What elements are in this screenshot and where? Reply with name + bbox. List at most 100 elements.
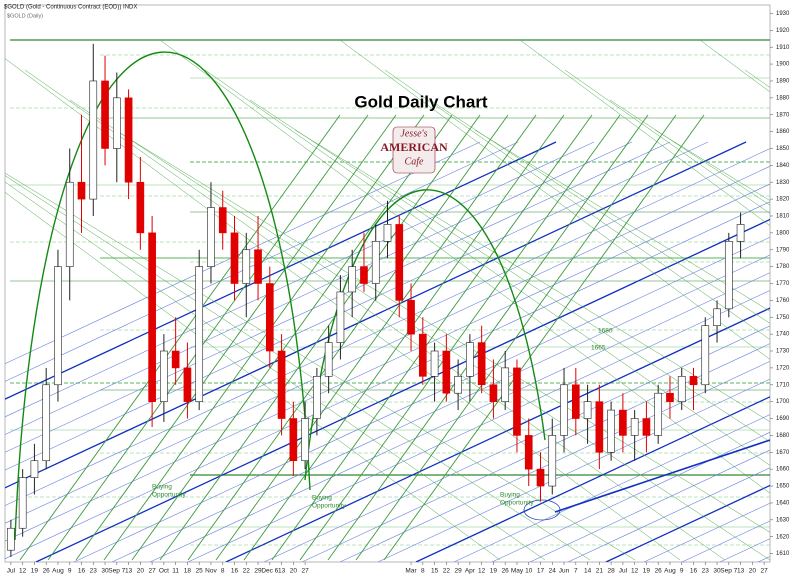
fan-line	[215, 114, 537, 561]
x-tick-label: 8	[221, 568, 225, 575]
base-line	[554, 439, 770, 513]
trend-line	[567, 467, 770, 562]
x-tick-label: 20	[290, 568, 298, 575]
y-tick-label: 1620	[776, 534, 790, 540]
x-tick-label: Jul	[619, 568, 628, 575]
logo-text: Cafe	[405, 156, 424, 167]
y-tick-label: 1640	[776, 501, 790, 507]
y-tick-label: 1850	[776, 146, 790, 152]
candle-body	[677, 376, 686, 402]
candle-body	[395, 224, 404, 301]
candle-body	[65, 181, 74, 267]
candle-body	[42, 384, 51, 462]
fan-line	[271, 114, 593, 561]
candle-body	[160, 350, 168, 402]
candle-body	[360, 266, 368, 284]
candle-body	[595, 401, 604, 453]
candle-body	[30, 460, 39, 478]
x-tick-label: 16	[78, 568, 86, 575]
y-tick-label: 1660	[776, 467, 790, 473]
fan-line	[294, 129, 770, 423]
trend-line	[529, 449, 770, 562]
y-tick-label: 1680	[776, 433, 790, 439]
x-tick-label: 16	[690, 568, 698, 575]
x-tick-label: Oct	[159, 568, 169, 575]
fan-line	[5, 181, 546, 561]
trend-line	[187, 290, 770, 562]
x-tick-label: 7	[574, 568, 578, 575]
fan-line	[5, 172, 636, 561]
x-tick-label: Jul	[7, 568, 16, 575]
subheader: $GOLD (Daily)	[7, 13, 43, 19]
x-tick-label: 25	[196, 568, 204, 575]
x-tick-label: 19	[31, 568, 39, 575]
trend-line	[339, 361, 770, 562]
fan-line	[384, 69, 770, 340]
trend-line	[35, 218, 770, 562]
x-tick-label: 26	[655, 568, 663, 575]
candle-body	[195, 266, 204, 402]
candle-body	[101, 80, 109, 149]
candle-body	[713, 308, 721, 326]
fan-line	[5, 175, 591, 561]
y-tick-label: 1720	[776, 365, 790, 371]
x-tick-label: May	[511, 568, 524, 575]
y-tick-label: 1740	[776, 332, 790, 338]
trend-line	[225, 307, 770, 562]
candle-body	[289, 418, 298, 462]
y-tick-label: 1920	[776, 28, 790, 34]
candle-body	[524, 435, 533, 470]
y-tick-label: 1900	[776, 62, 790, 68]
fan-line	[204, 69, 770, 466]
candle-body	[301, 418, 309, 462]
fan-line	[609, 99, 770, 206]
annotation: Buying	[312, 495, 332, 502]
candle-body	[136, 181, 145, 234]
x-tick-label: 9	[68, 568, 72, 575]
fan-line	[249, 99, 770, 443]
candle-body	[571, 384, 580, 419]
x-tick-label: Aug	[52, 568, 64, 575]
y-tick-label: 1860	[776, 129, 790, 135]
fan-line	[131, 114, 453, 561]
candle-body	[171, 350, 180, 369]
x-tick-label: 20	[749, 568, 757, 575]
x-tick-label: 16	[231, 568, 239, 575]
fan-line	[187, 114, 509, 561]
candle-body	[348, 266, 357, 293]
x-tick-label: Sep 7	[720, 568, 737, 575]
candle-body	[430, 350, 439, 377]
fan-line	[339, 39, 770, 360]
x-tick-label: 13	[278, 568, 286, 575]
x-tick-label: 13	[125, 568, 133, 575]
fan-line	[243, 114, 565, 561]
x-tick-label: 8	[421, 568, 425, 575]
y-tick-label: 1810	[776, 214, 790, 220]
fan-line	[47, 114, 369, 561]
annotation: Buying	[500, 492, 520, 499]
candle-body	[313, 376, 321, 419]
fan-line	[299, 114, 621, 561]
fan-line	[114, 129, 770, 533]
trend-line	[111, 254, 770, 562]
logo-text: AMERICAN	[380, 140, 448, 154]
trend-line	[263, 325, 770, 562]
fan-line	[429, 99, 770, 324]
candle-body	[607, 409, 615, 453]
x-tick-label: 24	[549, 568, 557, 575]
fan-line	[24, 69, 726, 561]
fan-line	[19, 114, 341, 561]
y-tick-label: 1780	[776, 264, 790, 270]
candle-body	[560, 384, 568, 436]
y-tick-label: 1630	[776, 517, 790, 523]
candle-body	[466, 342, 474, 377]
x-tick-label: 10	[525, 568, 533, 575]
candle-body	[513, 367, 521, 436]
fan-line	[75, 114, 397, 561]
x-tick-label: Mar	[405, 568, 417, 575]
trend-line	[415, 396, 770, 562]
x-tick-label: 30	[713, 568, 721, 575]
candle-body	[383, 224, 392, 242]
x-tick-label: 23	[702, 568, 710, 575]
